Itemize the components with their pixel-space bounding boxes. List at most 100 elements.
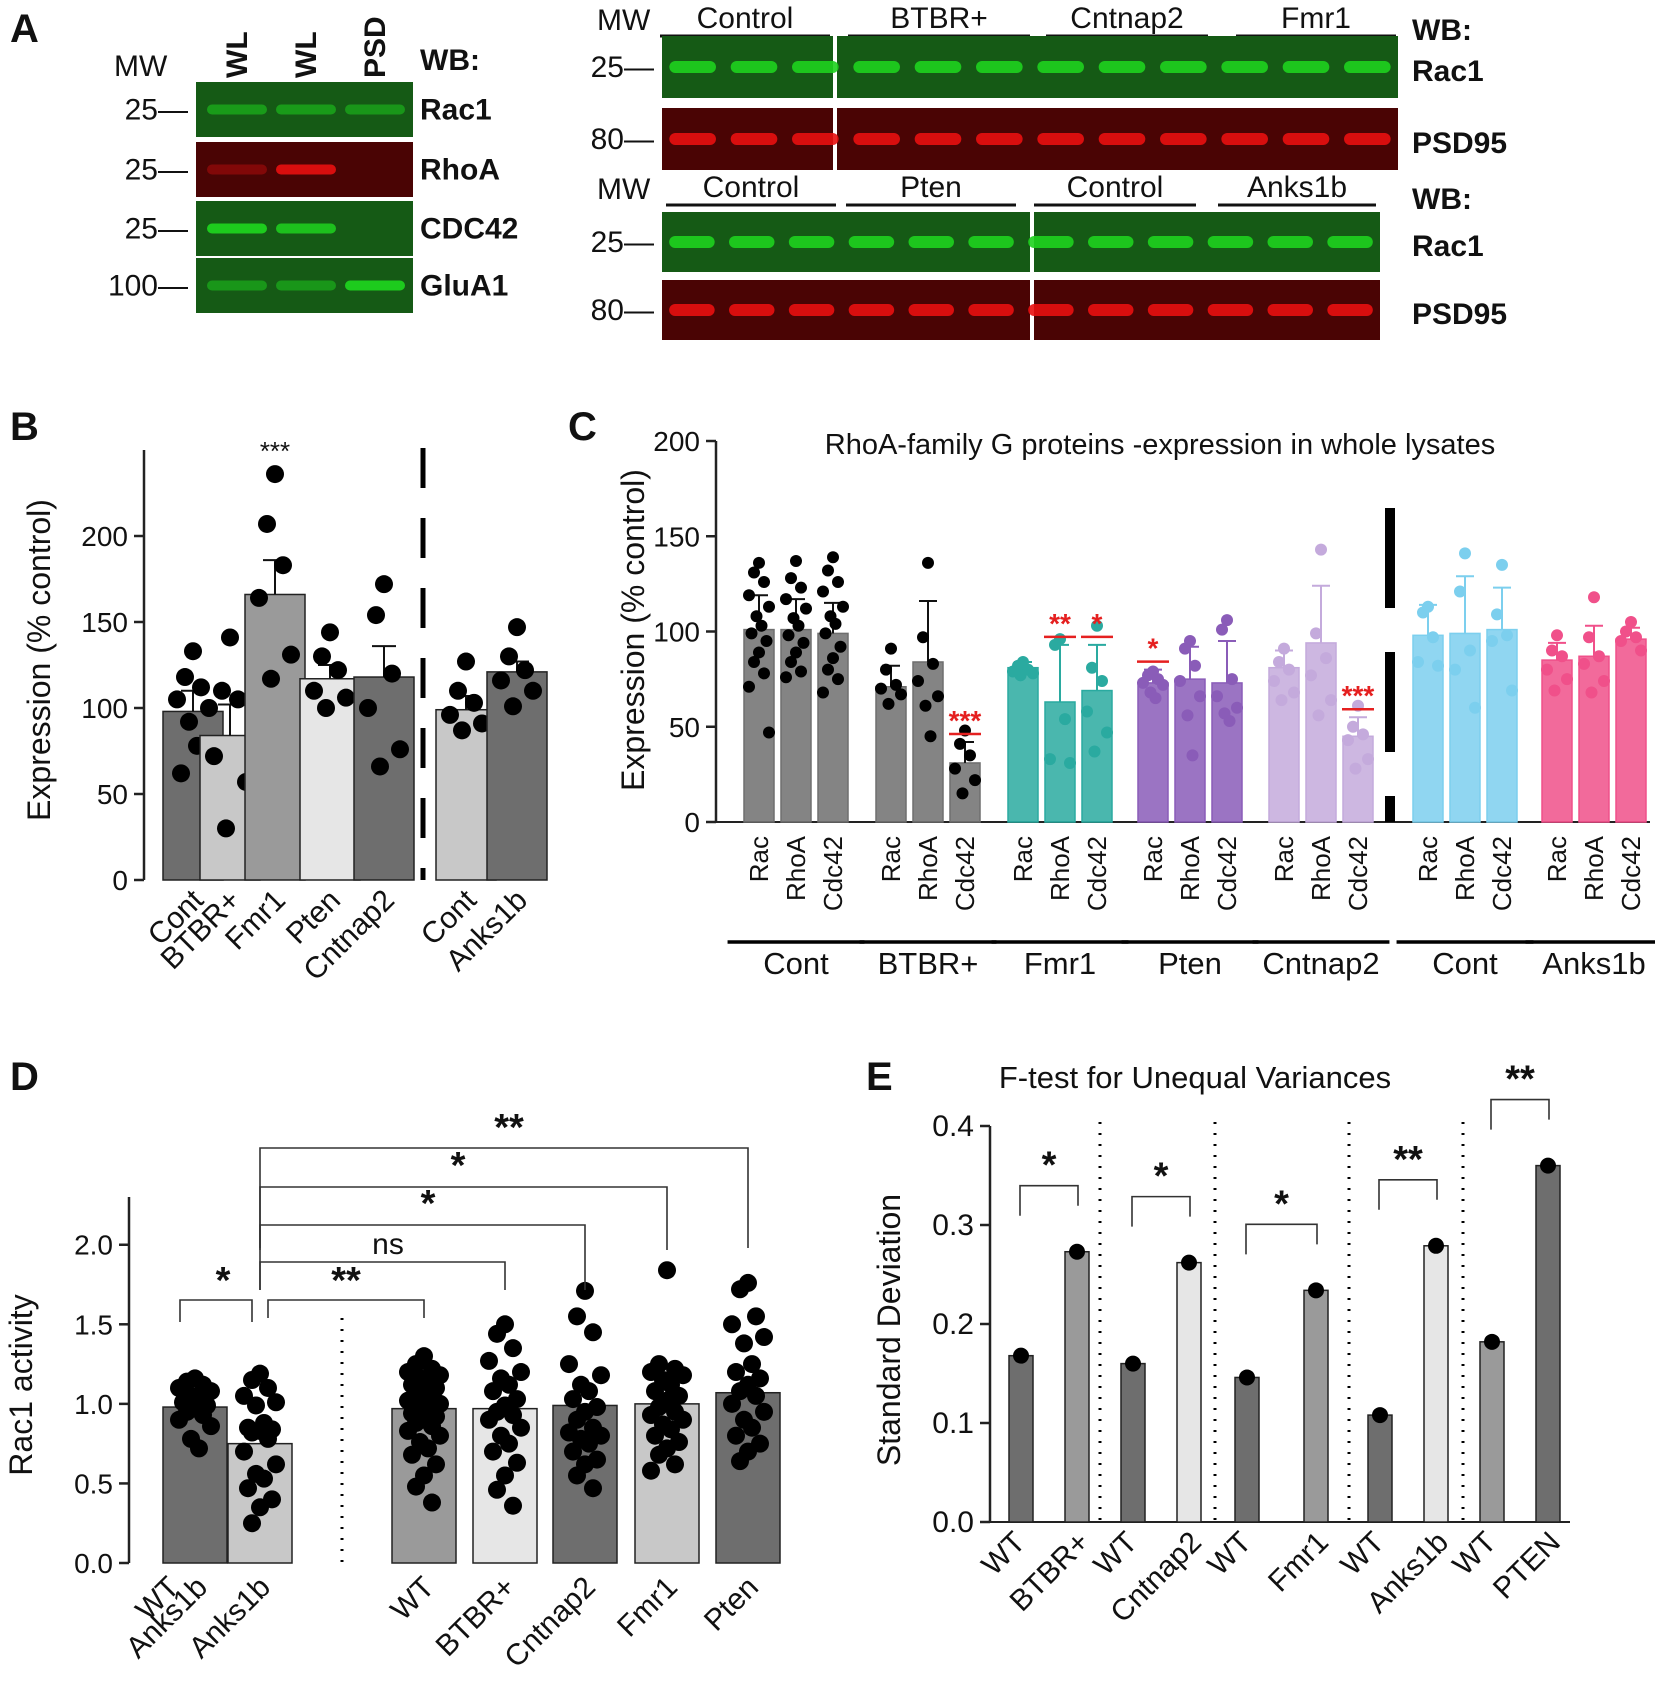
data-point xyxy=(880,663,892,676)
data-point xyxy=(1091,619,1103,632)
group-label: Cntnap2 xyxy=(1262,946,1379,981)
blot-band xyxy=(345,104,405,115)
y-tick-label: 200 xyxy=(81,521,128,552)
data-point xyxy=(1064,756,1076,769)
data-point xyxy=(954,737,966,750)
x-tick-label: RhoA xyxy=(1045,835,1075,901)
blot-band xyxy=(1028,304,1074,316)
data-point xyxy=(176,668,194,687)
data-point xyxy=(321,623,339,642)
x-tick-label: RhoA xyxy=(913,835,943,901)
significance-label: * xyxy=(451,1145,466,1187)
group-label: Pten xyxy=(900,171,962,204)
x-tick-label: Cdc42 xyxy=(1343,836,1373,911)
data-point xyxy=(337,688,355,707)
data-point xyxy=(1189,659,1201,672)
lane-label: WL xyxy=(290,31,323,78)
protein-label: CDC42 xyxy=(420,213,518,246)
mw-marker: 25— xyxy=(125,213,188,246)
y-tick-label: 100 xyxy=(81,693,128,724)
data-point xyxy=(568,1466,586,1485)
data-point xyxy=(822,564,834,577)
x-tick-label: Cdc42 xyxy=(1487,836,1517,911)
panel-a: A MW WL WL PSD WB: 25— Rac1 25— RhoA 25— CDC42 100— G… xyxy=(10,2,1507,340)
data-point xyxy=(1231,701,1243,714)
data-point xyxy=(172,764,190,783)
mw-marker: 80— xyxy=(591,123,654,156)
data-point xyxy=(500,1434,518,1453)
mw-label: MW xyxy=(597,4,651,37)
y-tick-label: 150 xyxy=(81,607,128,638)
data-point xyxy=(168,690,186,709)
bar xyxy=(244,593,306,881)
data-point xyxy=(1561,673,1573,686)
data-point xyxy=(1096,675,1108,688)
mw-marker: 100— xyxy=(108,270,188,303)
data-point xyxy=(885,642,897,655)
mw-marker: 25— xyxy=(591,51,654,84)
data-point xyxy=(817,585,829,598)
data-point xyxy=(258,514,276,533)
x-tick-label: RhoA xyxy=(1579,835,1609,901)
group-label: Anks1b xyxy=(1247,171,1347,204)
data-point xyxy=(580,1382,598,1401)
data-point xyxy=(758,667,770,680)
group-label: Fmr1 xyxy=(1024,946,1096,981)
data-point xyxy=(427,1455,445,1474)
data-point xyxy=(1486,635,1498,648)
data-point xyxy=(782,629,795,642)
data-point xyxy=(785,572,797,585)
comparison-bracket xyxy=(179,1299,253,1322)
blot-band xyxy=(276,280,336,291)
y-tick-label: 150 xyxy=(653,521,700,552)
data-point xyxy=(184,642,202,661)
data-point xyxy=(431,1426,449,1445)
data-point xyxy=(964,749,976,762)
data-point xyxy=(1357,728,1369,741)
data-point xyxy=(1417,606,1429,619)
protein-label: Rac1 xyxy=(1412,55,1484,88)
significance-label: * xyxy=(1042,1145,1057,1187)
data-point xyxy=(259,1429,277,1448)
data-point xyxy=(1275,694,1288,707)
data-point xyxy=(1069,1243,1085,1260)
data-point xyxy=(832,575,844,588)
wb-label: WB: xyxy=(1412,183,1472,216)
data-point xyxy=(1059,713,1071,726)
panel-c: C RhoA-family G proteins -expression in w… xyxy=(568,405,1655,981)
blot-band xyxy=(976,133,1023,145)
data-point xyxy=(1014,669,1027,682)
data-point xyxy=(504,1496,522,1515)
significance-label: ** xyxy=(1505,1059,1535,1101)
data-point xyxy=(1501,629,1513,642)
data-point xyxy=(1186,749,1199,762)
x-tick-label: Rac xyxy=(1269,836,1299,882)
data-point xyxy=(832,673,844,686)
blot-band xyxy=(1160,61,1207,73)
blot-strip xyxy=(662,36,1398,98)
data-point xyxy=(646,1426,664,1445)
data-point xyxy=(1157,678,1169,691)
data-point xyxy=(1556,650,1568,663)
data-point xyxy=(837,600,849,613)
data-point xyxy=(243,1371,261,1389)
bar xyxy=(1234,1376,1260,1523)
data-point xyxy=(592,1366,610,1385)
data-point xyxy=(441,705,459,724)
group-label: Cntnap2 xyxy=(1070,2,1183,35)
data-point xyxy=(250,588,268,607)
bar xyxy=(1120,1362,1146,1523)
bar xyxy=(1486,628,1518,823)
data-point xyxy=(1593,650,1605,663)
data-point xyxy=(1491,608,1503,621)
data-point xyxy=(642,1406,660,1425)
comparison-bracket xyxy=(259,1224,586,1290)
x-tick-label: Rac xyxy=(1008,836,1038,882)
data-point xyxy=(1412,655,1424,668)
y-tick-label: 0.1 xyxy=(932,1407,974,1440)
x-tick-label: Rac xyxy=(876,836,906,882)
y-axis-label: Expression (% control) xyxy=(21,499,57,821)
data-point xyxy=(763,726,775,739)
data-point xyxy=(1615,635,1627,648)
y-axis-label: Standard Deviation xyxy=(871,1194,907,1466)
